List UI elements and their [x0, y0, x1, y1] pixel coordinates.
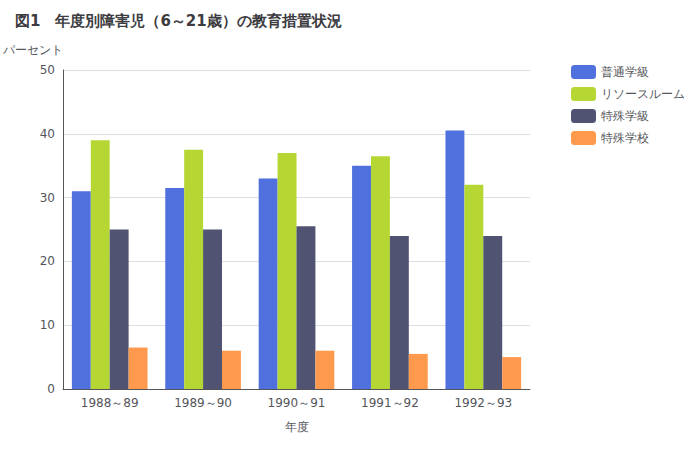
- svg-text:0: 0: [47, 382, 55, 396]
- svg-text:50: 50: [40, 63, 55, 77]
- svg-text:10: 10: [40, 318, 55, 332]
- svg-text:1989～90: 1989～90: [174, 396, 232, 410]
- svg-text:普通学級: 普通学級: [601, 65, 649, 79]
- svg-text:30: 30: [40, 191, 55, 205]
- svg-text:リソースルーム: リソースルーム: [601, 87, 685, 101]
- svg-text:特殊学級: 特殊学級: [601, 109, 649, 123]
- svg-text:1992～93: 1992～93: [454, 396, 512, 410]
- svg-text:1990～91: 1990～91: [268, 396, 326, 410]
- svg-text:40: 40: [40, 127, 55, 141]
- svg-text:特殊学校: 特殊学校: [601, 131, 649, 145]
- svg-text:1988～89: 1988～89: [81, 396, 139, 410]
- svg-text:年度: 年度: [285, 420, 309, 434]
- svg-text:20: 20: [40, 254, 55, 268]
- svg-text:図1 年度別障害児（6～21歳）の教育措置状況: 図1 年度別障害児（6～21歳）の教育措置状況: [15, 12, 342, 30]
- svg-text:パーセント: パーセント: [2, 43, 63, 57]
- svg-text:1991～92: 1991～92: [361, 396, 419, 410]
